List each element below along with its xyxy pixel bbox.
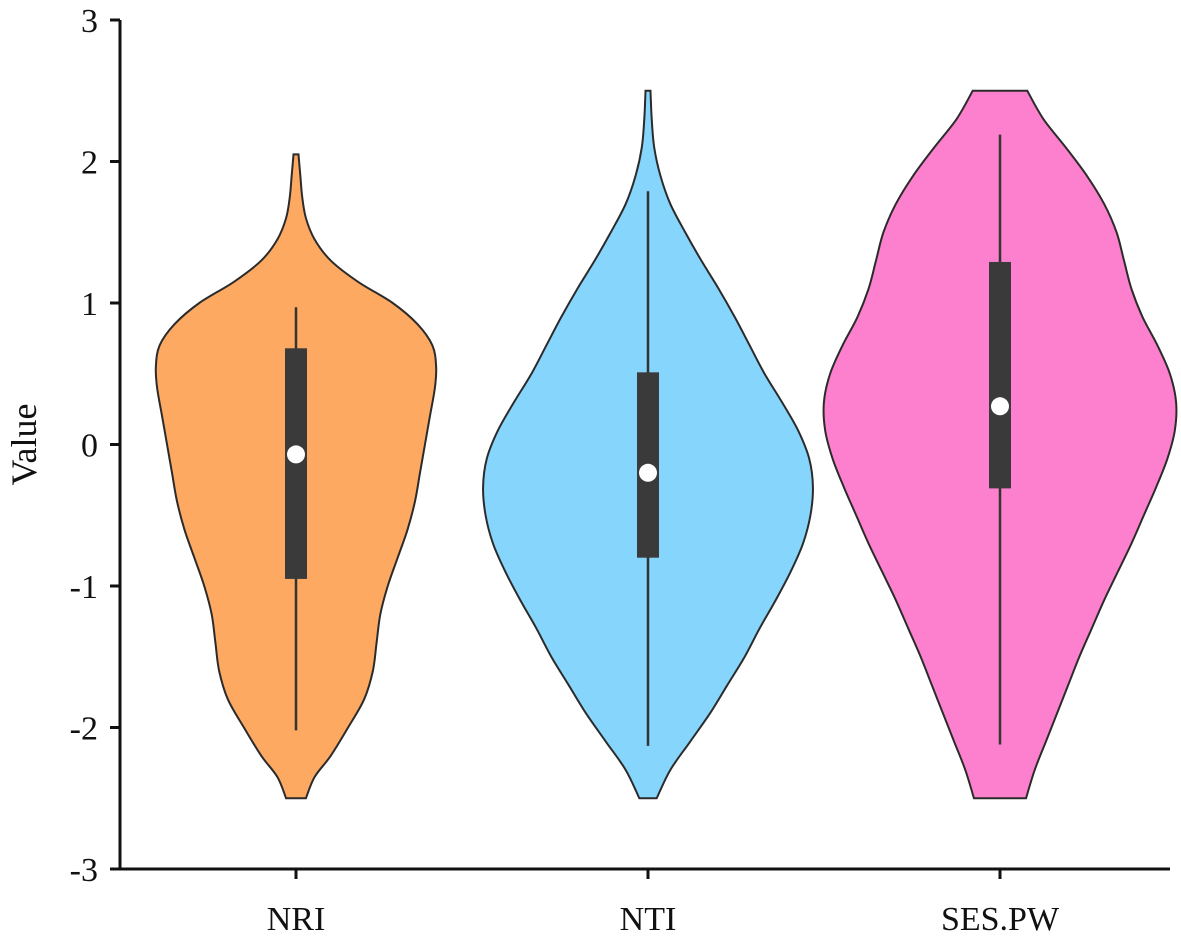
y-tick-label: 2 — [81, 145, 98, 182]
median-dot-nti — [639, 463, 657, 482]
y-tick-label: -2 — [70, 711, 98, 748]
x-tick-label: NTI — [620, 901, 677, 938]
violin-ses-pw — [822, 89, 1178, 800]
x-tick-label: NRI — [267, 901, 326, 938]
iqr-box-nri — [285, 348, 307, 579]
y-tick-label: 1 — [81, 286, 98, 323]
y-tick-label: 0 — [81, 428, 98, 465]
y-axis-title: Value — [4, 404, 44, 486]
violin-nti — [482, 89, 814, 800]
median-dot-ses-pw — [991, 397, 1009, 416]
y-ticks: 3 2 1 0 -1 -2 -3 — [70, 3, 120, 889]
violin-nri — [154, 153, 438, 800]
y-tick-label: -1 — [70, 569, 98, 606]
iqr-box-ses-pw — [989, 261, 1011, 489]
axes-layer: 3 2 1 0 -1 -2 -3 NRI NTI SES.PW Value — [4, 3, 1170, 938]
x-tick-label: SES.PW — [941, 901, 1060, 938]
median-dot-nri — [287, 445, 305, 464]
y-tick-label: 3 — [81, 3, 98, 40]
x-ticks: NRI NTI SES.PW — [267, 869, 1060, 938]
y-tick-label: -3 — [70, 852, 98, 889]
violins-layer — [154, 89, 1178, 800]
